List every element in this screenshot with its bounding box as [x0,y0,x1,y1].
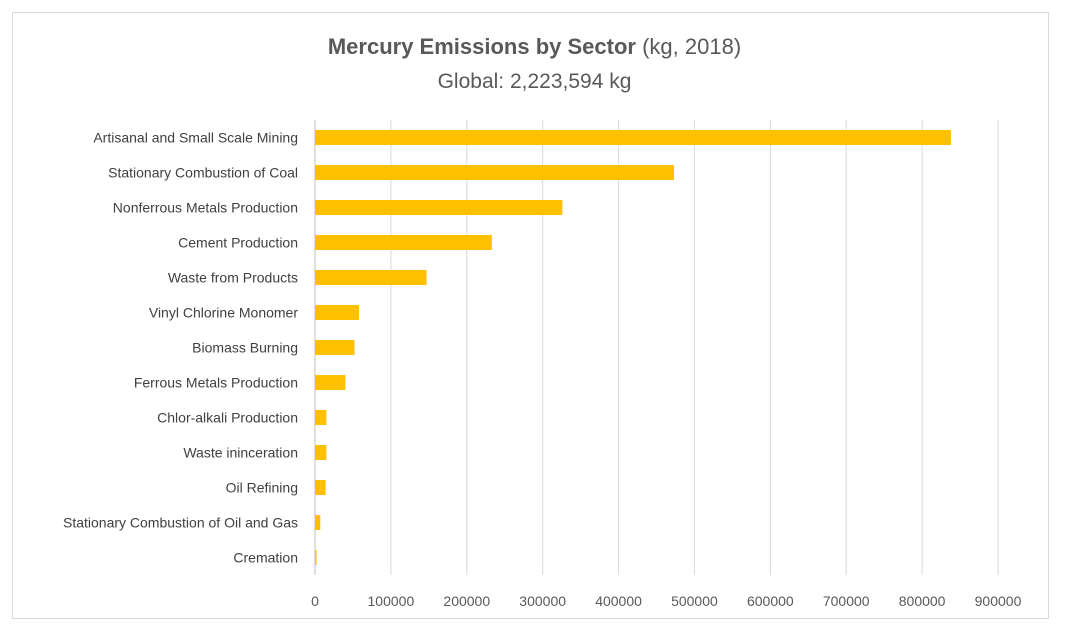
chart-title: Mercury Emissions by Sector (kg, 2018) [0,34,1069,60]
bar [315,445,327,460]
bar [315,200,563,215]
bar [315,480,326,495]
chart-area [12,12,1049,619]
chart-title-suffix: (kg, 2018) [642,34,742,59]
category-label: Biomass Burning [192,340,298,356]
category-label: Stationary Combustion of Oil and Gas [63,515,298,531]
category-label: Vinyl Chlorine Monomer [149,305,298,321]
x-tick-label: 400000 [595,593,642,609]
category-label: Waste from Products [168,270,298,286]
bar [315,270,427,285]
bar [315,235,492,250]
x-tick-label: 100000 [368,593,415,609]
x-tick-label: 500000 [671,593,718,609]
category-label: Artisanal and Small Scale Mining [93,130,298,146]
category-label: Oil Refining [226,480,298,496]
category-label: Cement Production [178,235,298,251]
x-tick-label: 900000 [975,593,1022,609]
category-label: Cremation [233,550,298,566]
bar [315,410,327,425]
bar [315,340,355,355]
category-label: Nonferrous Metals Production [113,200,298,216]
bar [315,130,951,145]
bar [315,305,360,320]
x-tick-label: 0 [311,593,319,609]
category-label: Stationary Combustion of Coal [108,165,298,181]
category-label: Chlor-alkali Production [157,410,298,426]
x-tick-label: 700000 [823,593,870,609]
x-tick-label: 600000 [747,593,794,609]
x-tick-label: 300000 [519,593,566,609]
category-label: Waste ininceration [183,445,298,461]
chart-subtitle: Global: 2,223,594 kg [437,70,632,93]
bar [315,165,674,180]
x-tick-label: 200000 [443,593,490,609]
x-tick-label: 800000 [899,593,946,609]
bar [315,515,321,530]
bar [315,375,346,390]
category-label: Ferrous Metals Production [134,375,298,391]
bar [315,550,317,565]
chart-title-main: Mercury Emissions by Sector [327,34,636,59]
